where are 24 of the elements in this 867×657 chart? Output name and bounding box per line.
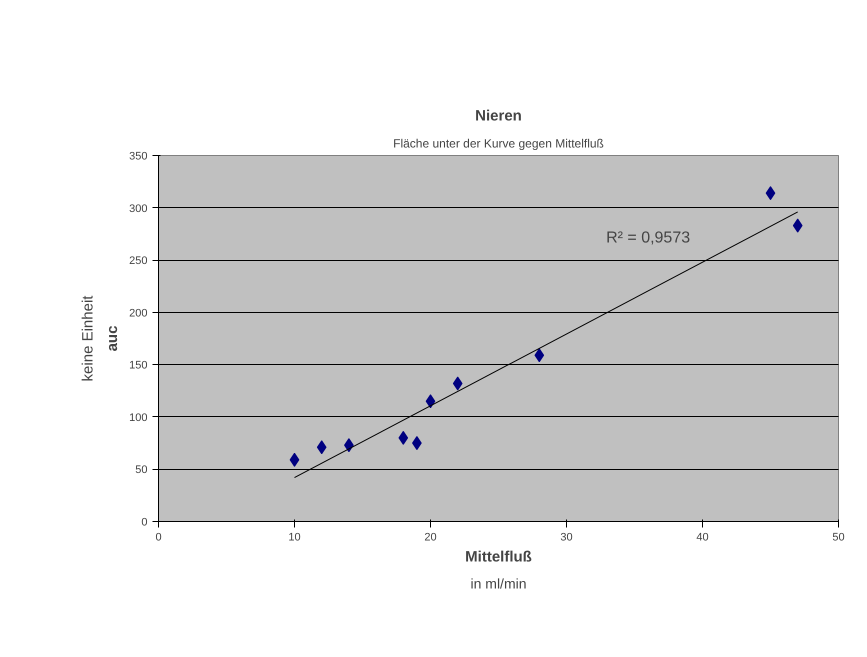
point <box>534 348 544 362</box>
text: auc keine Einheit <box>80 296 122 382</box>
y-tick-label: 100 <box>129 412 148 424</box>
y-tick-label: 350 <box>129 150 148 162</box>
y-tick-label: 0 <box>141 516 148 528</box>
text: Mittelfluß in ml/min <box>465 548 532 592</box>
y-tick-label: 200 <box>129 307 148 320</box>
point <box>792 218 803 233</box>
x-tick-label: 30 <box>560 532 573 544</box>
point <box>316 440 327 454</box>
point <box>398 430 408 445</box>
x-tick-label: 0 <box>155 532 162 544</box>
x-tick-label: 20 <box>424 532 437 544</box>
y-tick-label: 150 <box>129 360 148 372</box>
chart-subtitle: Fläche unter der Kurve gegen Mittelfluß <box>393 136 604 150</box>
point <box>452 376 463 390</box>
x-tick-label: 50 <box>832 532 845 544</box>
y-tick-label: 50 <box>135 464 148 476</box>
x-tick-label: 10 <box>288 532 301 544</box>
chart-title: Nieren <box>475 108 522 124</box>
x-tick-label: 40 <box>696 532 709 544</box>
annotation: R² = 0,9573 <box>606 229 690 246</box>
y-tick-label: 250 <box>129 255 148 268</box>
y-tick-label: 300 <box>129 202 148 215</box>
